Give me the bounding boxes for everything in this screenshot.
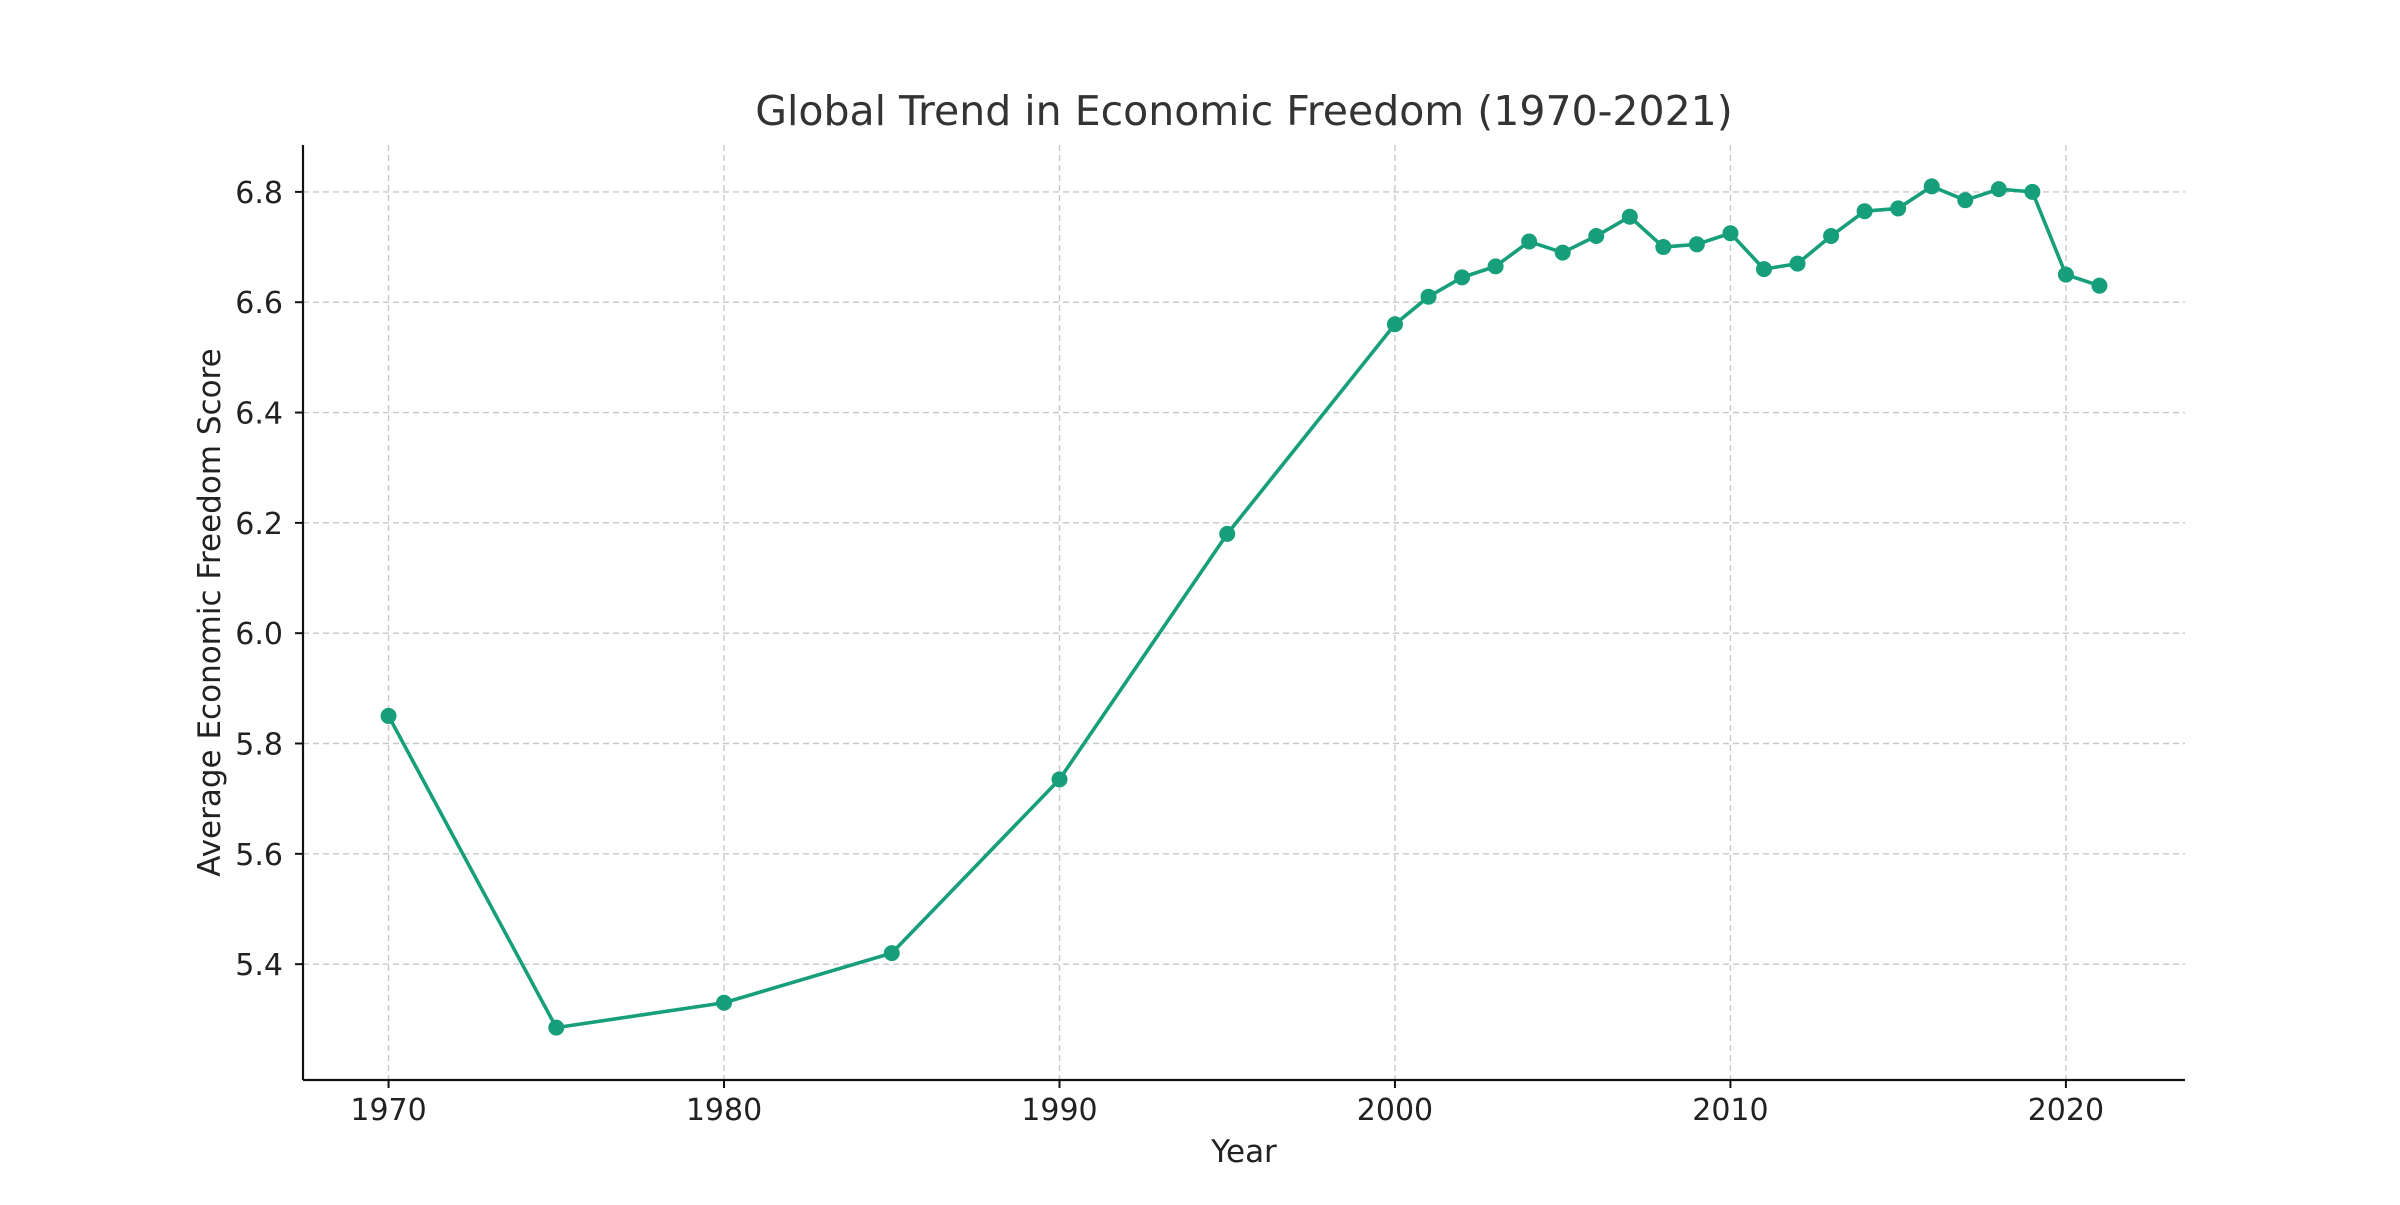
data-point (1823, 228, 1840, 245)
data-point (1957, 192, 1974, 209)
data-point (1789, 255, 1806, 272)
x-tick-label: 2020 (2028, 1093, 2104, 1128)
y-tick-label: 6.2 (235, 507, 283, 542)
data-point (1420, 288, 1437, 305)
y-tick-label: 6.6 (235, 286, 283, 321)
x-tick-label: 1970 (350, 1093, 426, 1128)
data-point (1655, 239, 1672, 256)
chart-title: Global Trend in Economic Freedom (1970-2… (755, 87, 1733, 135)
data-point (1386, 316, 1403, 333)
data-point (1487, 258, 1504, 275)
x-axis-label: Year (1210, 1134, 1277, 1170)
y-tick-label: 6.8 (235, 176, 283, 211)
data-point (1621, 208, 1638, 225)
y-axis-label: Average Economic Freedom Score (192, 348, 228, 876)
data-point (1755, 261, 1772, 278)
data-point (380, 707, 397, 724)
data-point (1051, 771, 1068, 788)
data-point (883, 945, 900, 962)
series (380, 178, 2108, 1036)
data-point (1521, 233, 1538, 250)
axes (301, 145, 2185, 1082)
data-point (548, 1019, 565, 1036)
data-point (1688, 236, 1705, 253)
series-line (386, 184, 2102, 1030)
y-tick-label: 5.8 (235, 728, 283, 763)
x-tick-label: 2000 (1357, 1093, 1433, 1128)
data-point (1990, 181, 2007, 198)
data-point (716, 994, 733, 1011)
data-point (1890, 200, 1907, 217)
x-tick-label: 2010 (1692, 1093, 1768, 1128)
data-point (1454, 269, 1471, 286)
y-tick-label: 6.4 (235, 397, 283, 432)
data-point (1219, 525, 1236, 542)
data-point (1588, 228, 1605, 245)
x-tick-label: 1980 (686, 1093, 762, 1128)
data-point (2024, 183, 2041, 200)
data-point (2057, 266, 2074, 283)
data-point (1856, 203, 1873, 220)
data-point (1923, 178, 1940, 195)
data-point (1722, 225, 1739, 242)
y-tick-label: 5.6 (235, 838, 283, 873)
grid (303, 145, 2185, 1080)
data-point (1554, 244, 1571, 261)
y-tick-label: 5.4 (235, 948, 283, 983)
x-tick-label: 1990 (1021, 1093, 1097, 1128)
data-point (2091, 277, 2108, 294)
y-tick-label: 6.0 (235, 617, 283, 652)
ticks: 1970 1980 1990 2000 2010 2020 5.4 5.6 5.8 6.0 6.2 6… (235, 176, 2104, 1128)
